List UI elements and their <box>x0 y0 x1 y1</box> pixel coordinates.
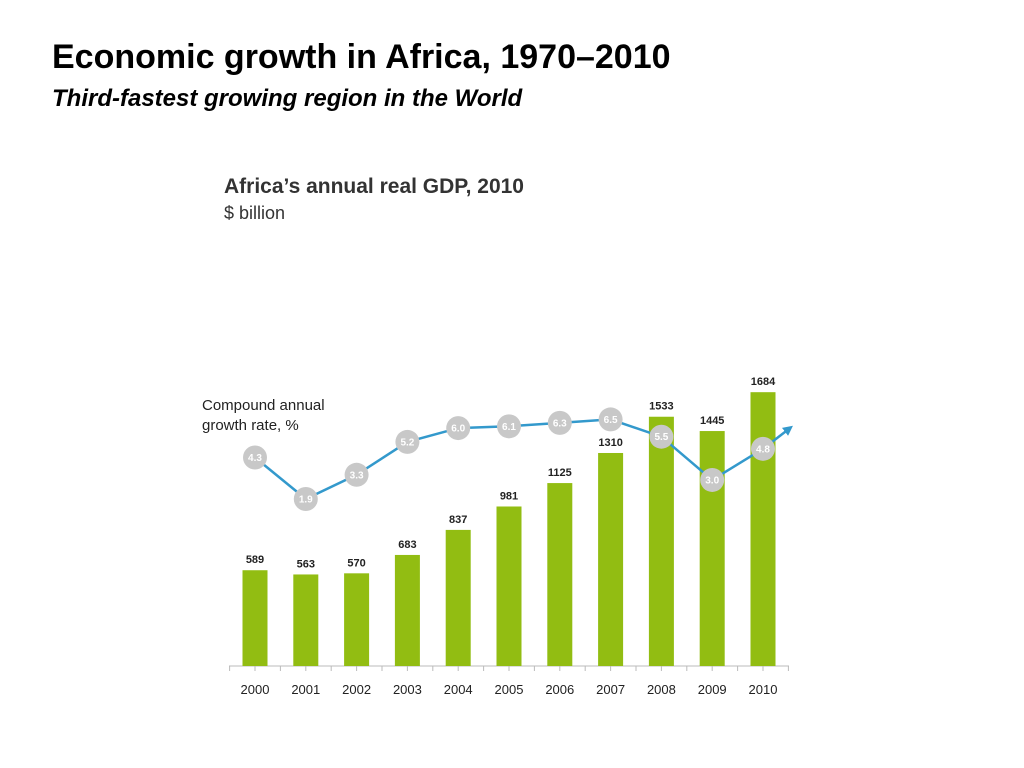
growth-value-label: 4.8 <box>756 444 770 455</box>
bar-value-label: 981 <box>500 490 518 502</box>
x-tick-label: 2008 <box>647 682 676 697</box>
x-tick-label: 2003 <box>393 682 422 697</box>
chart-unit-label: $ billion <box>224 203 285 223</box>
bar-2009 <box>699 431 725 666</box>
chart-title: Africa’s annual real GDP, 2010 <box>224 175 524 198</box>
growth-marker <box>344 462 369 487</box>
bar-2003 <box>394 554 420 666</box>
growth-value-label: 5.2 <box>400 437 414 448</box>
x-tick-label: 2006 <box>545 682 574 697</box>
x-tick-label: 2007 <box>596 682 625 697</box>
growth-value-label: 3.3 <box>350 470 364 481</box>
growth-marker <box>243 445 267 470</box>
growth-marker <box>598 407 623 432</box>
growth-value-label: 6.0 <box>451 424 465 435</box>
growth-value-label: 6.1 <box>502 422 516 433</box>
slide-subtitle: Third-fastest growing region in the Worl… <box>52 85 523 112</box>
bar-2005 <box>496 506 522 666</box>
growth-marker <box>497 414 521 439</box>
bar-2004 <box>445 529 471 666</box>
x-tick-label: 2004 <box>444 682 473 697</box>
growth-marker <box>751 436 775 461</box>
growth-marker <box>293 487 318 511</box>
growth-value-label: 4.3 <box>248 453 262 464</box>
bar-2001 <box>293 574 319 666</box>
growth-value-label: 6.3 <box>553 418 567 429</box>
x-tick-label: 2010 <box>749 682 778 697</box>
bar-2007 <box>598 452 624 666</box>
bar-value-label: 589 <box>246 554 264 566</box>
line-series-label: Compound annual growth rate, % <box>202 397 325 434</box>
x-axis-labels: 2000 2001 2002 2003 2004 2005 2006 2007 2008 2009… <box>241 682 778 697</box>
bar-value-label: 1684 <box>751 376 776 388</box>
bar-value-label: 1310 <box>598 437 622 449</box>
x-tick-label: 2000 <box>241 682 270 697</box>
slide-title: Economic growth in Africa, 1970–2010 <box>52 38 671 76</box>
bar-value-label: 1125 <box>548 467 572 479</box>
x-tick-label: 2002 <box>342 682 371 697</box>
bar-value-label: 563 <box>297 558 315 570</box>
x-axis-ticks <box>229 666 789 671</box>
growth-marker <box>547 410 572 435</box>
growth-marker <box>395 429 420 454</box>
growth-marker <box>700 467 725 492</box>
bar-2000 <box>242 570 268 666</box>
bar-value-label: 570 <box>347 557 365 569</box>
growth-value-label: 1.9 <box>299 495 313 506</box>
growth-value-label: 5.5 <box>654 432 668 443</box>
growth-value-label: 3.0 <box>705 475 719 486</box>
bar-2002 <box>344 573 370 666</box>
growth-value-label: 6.5 <box>604 415 618 426</box>
bar-2006 <box>547 483 573 666</box>
bar-value-label: 837 <box>449 514 467 526</box>
x-tick-label: 2009 <box>698 682 727 697</box>
growth-marker <box>649 424 674 449</box>
x-tick-label: 2005 <box>495 682 524 697</box>
growth-line-group: 4.3 1.9 3.3 5.2 6.0 6.1 6.3 6.5 5.5 3.0 4.8 <box>243 407 793 511</box>
bar-value-label: 683 <box>398 539 416 551</box>
growth-marker <box>446 416 471 441</box>
bar-2008 <box>648 416 674 666</box>
bar-2010 <box>750 392 776 666</box>
bar-value-label: 1445 <box>700 415 724 427</box>
x-tick-label: 2001 <box>291 682 320 697</box>
bar-labels-group: 589 563 570 683 837 981 1125 1310 1533 1445 1684 <box>246 376 776 570</box>
bar-value-label: 1533 <box>649 401 673 413</box>
